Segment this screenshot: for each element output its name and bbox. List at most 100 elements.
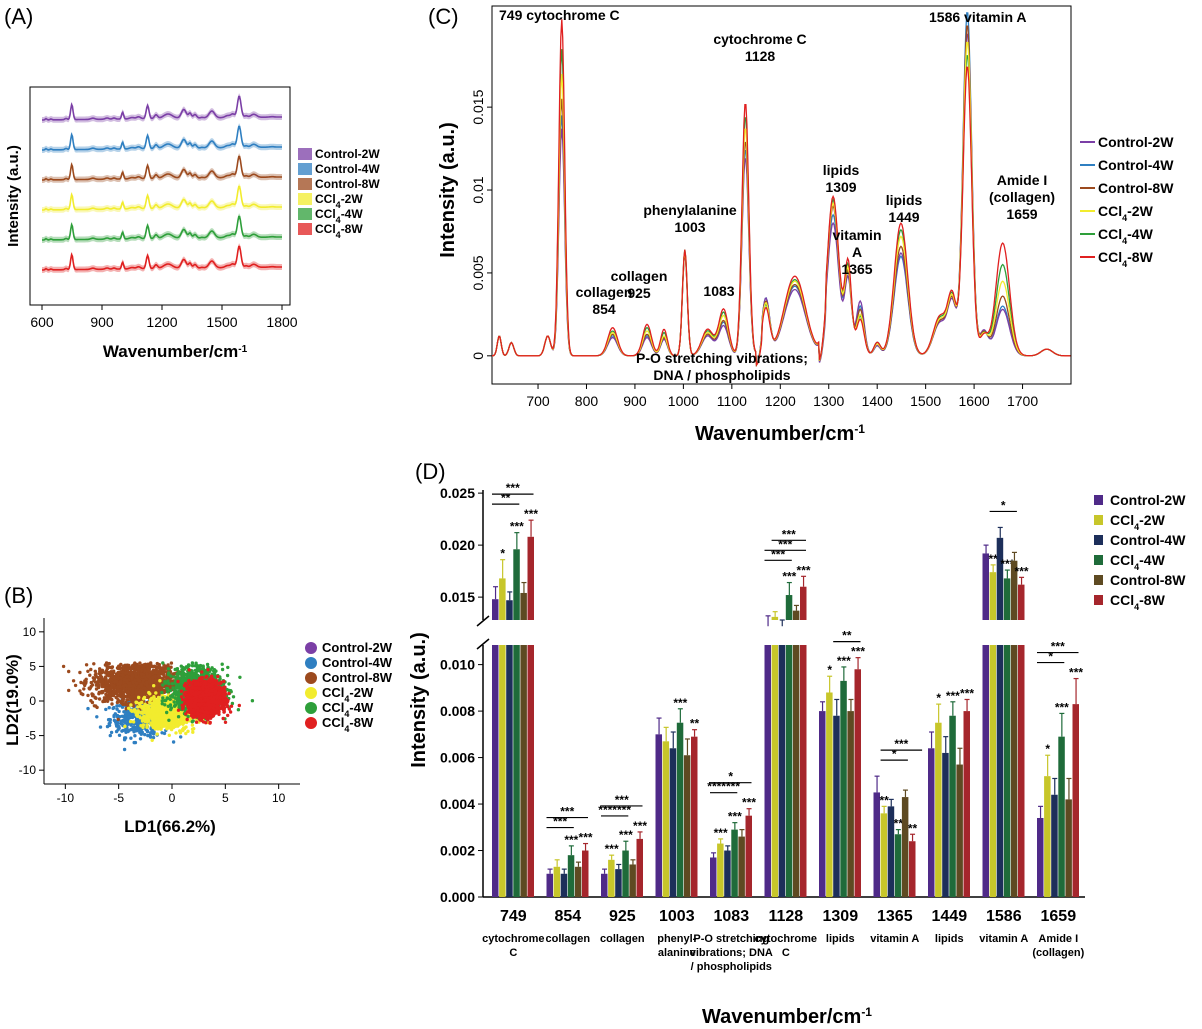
panel-b-point-CCl4-4W [190,673,194,677]
panel-a-legend-swatch-Control-4W [298,163,312,175]
panel-b-point-CCl4-2W [131,720,136,724]
panel-b-point-CCl4-2W [151,712,156,716]
panel-b-point-CCl4-2W [145,723,149,727]
panel-b-xtick-label-0: -10 [57,791,75,805]
panel-b-point-CCl4-2W [129,703,133,707]
panel-b-point-Control-8W [90,694,95,698]
panel-b-point-Control-4W [123,736,128,740]
panel-b-point-Control-8W [150,675,155,680]
panel-b-point-Control-8W [112,689,117,693]
panel-b-point-CCl4-2W [128,719,133,724]
panel-b-point-Control-8W [123,664,128,668]
panel-b-point-CCl4-2W [152,698,156,703]
panel-b-point-Control-8W [90,683,95,687]
panel-b-point-CCl4-2W [137,695,141,700]
panel-b-point-CCl4-4W [183,672,187,677]
panel-b-point-Control-4W [124,730,128,734]
panel-b-point-CCl4-4W [165,696,170,700]
panel-b-point-Control-8W [169,661,174,665]
panel-b-point-Control-8W [138,692,143,697]
panel-b-point-CCl4-4W [227,682,231,686]
panel-b-point-Control-8W [113,676,117,681]
panel-b-points [61,661,255,752]
panel-b-point-CCl4-4W [171,693,175,697]
panel-b-point-Control-8W [118,681,123,685]
panel-b-point-CCl4-4W [175,697,179,701]
panel-b-point-Control-4W [117,709,121,714]
panel-b-point-Control-8W [153,674,157,678]
panel-a-band-Control-4W [42,123,282,153]
panel-b-point-Control-4W [140,730,144,734]
panel-b-point-CCl4-2W [178,729,182,733]
panel-b-point-CCl4-2W [152,701,156,706]
panel-b-point-Control-8W [103,688,108,692]
panel-b-point-Control-8W [86,693,90,698]
panel-b-point-Control-8W [148,677,152,681]
panel-b-point-Control-8W [155,661,159,666]
panel-b-point-CCl4-2W [190,727,195,731]
panel-a-band-CCl4-8W [42,243,282,273]
panel-b-point-Control-8W [79,691,84,696]
panel-b-point-Control-8W [143,686,147,691]
panel-b-point-CCl4-2W [174,731,178,735]
panel-a-legend-label-CCl4-8W: CCl4-8W [315,222,363,240]
panel-b-point-CCl4-2W [178,712,183,716]
panel-b-point-Control-4W [132,730,136,734]
panel-b-point-CCl4-8W [226,713,230,718]
panel-b-point-Control-8W [116,670,120,675]
panel-b-point-Control-4W [130,715,135,720]
panel-a-line-CCl4-2W [42,185,282,211]
panel-b-point-Control-4W [121,728,126,733]
panel-b-point-Control-8W [110,686,114,690]
panel-b-point-Control-8W [61,664,66,669]
panel-b-point-CCl4-2W [148,698,153,702]
panel-b-point-Control-4W [127,715,131,719]
panel-b-point-Control-4W [131,727,136,731]
panel-a-band-CCl4-4W [42,213,282,243]
panel-b-point-Control-8W [118,692,122,696]
panel-b-point-CCl4-2W [169,711,174,715]
panel-b-point-Control-8W [137,684,141,689]
panel-a-band-Control-8W [42,153,282,183]
panel-b-point-Control-8W [162,675,166,679]
panel-b-point-Control-8W [94,704,98,708]
panel-b-point-CCl4-8W [187,668,191,672]
panel-b-point-Control-4W [116,728,120,732]
panel-b-point-CCl4-4W [169,706,173,710]
panel-b-point-Control-8W [109,670,113,674]
panel-b-point-Control-8W [84,677,88,681]
panel-b-point-CCl4-4W [165,710,169,715]
panel-b-point-CCl4-2W [186,729,190,733]
panel-b-point-Control-8W [155,684,160,688]
panel-b-point-Control-8W [73,683,78,688]
panel-a-legend-label-Control-8W: Control-8W [315,177,380,191]
panel-b-point-Control-8W [158,668,162,672]
panel-b-point-CCl4-2W [167,733,171,737]
panel-b-point-CCl4-2W [160,725,164,729]
panel-b-point-CCl4-4W [177,670,181,674]
panel-b-point-CCl4-2W [152,684,156,688]
panel-b-point-CCl4-4W [186,714,190,719]
panel-b-point-Control-8W [97,692,101,696]
panel-b-ytick-label-2: 0 [29,694,36,708]
panel-b-point-CCl4-2W [191,730,195,734]
panel-b-point-CCl4-2W [135,700,139,705]
panel-b-point-CCl4-2W [162,722,167,726]
panel-b-point-Control-8W [153,670,158,675]
panel-b-point-Control-8W [139,672,144,676]
panel-b-point-Control-8W [152,664,156,668]
panel-b-point-Control-8W [116,717,120,722]
panel-b-point-CCl4-2W [159,706,163,711]
panel-a-xtick-label-4: 1800 [266,314,297,330]
panel-b-point-Control-4W [117,733,122,737]
panel-b-point-Control-8W [106,686,110,690]
panel-b-point-Control-4W [114,722,119,727]
panel-b-point-CCl4-4W [238,675,242,679]
panel-b-point-Control-8W [102,684,106,688]
panel-b-point-CCl4-2W [155,699,159,703]
panel-label-d: (D) [415,459,446,484]
panel-b-point-Control-4W [106,718,111,722]
panel-b-point-CCl4-2W [137,701,142,706]
panel-b-point-CCl4-4W [166,667,171,671]
